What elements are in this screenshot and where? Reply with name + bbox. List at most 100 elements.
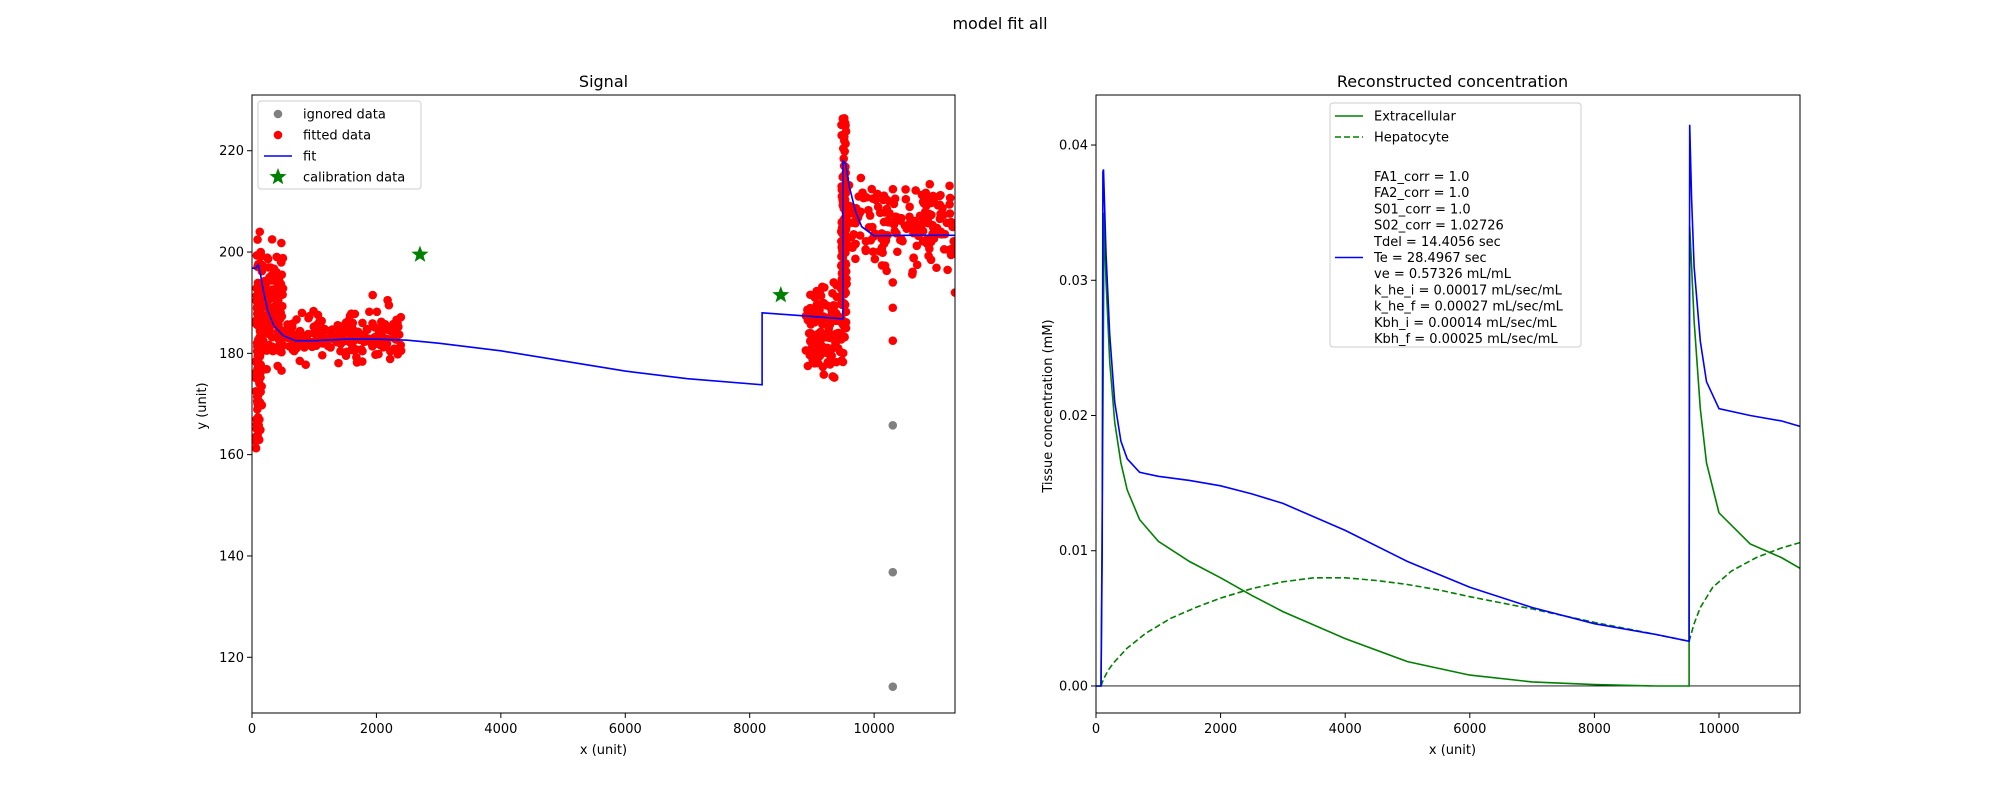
fitted-data-point <box>827 351 837 361</box>
calibration-star <box>411 245 429 262</box>
fitted-data-point <box>888 303 898 313</box>
fitted-data-point <box>384 300 394 310</box>
x-tick-label: 8000 <box>733 722 766 737</box>
y-tick-label: 200 <box>219 246 244 261</box>
legend-label: ignored data <box>303 108 386 123</box>
fitted-data-point <box>943 265 952 275</box>
x-tick-label: 0 <box>1092 722 1100 737</box>
fitted-data-point <box>810 359 819 368</box>
fitted-data-point <box>912 260 922 270</box>
fitted-data-point <box>380 319 390 329</box>
fitted-data-point <box>884 197 894 206</box>
fitted-data-point <box>880 261 890 270</box>
fitted-data-point <box>826 345 835 354</box>
fitted-data-point <box>253 399 262 409</box>
fitted-data-point <box>829 300 838 310</box>
fitted-data-point <box>841 121 850 130</box>
y-tick-label: 0.00 <box>1059 679 1088 694</box>
fitted-data-point <box>896 234 906 244</box>
fitted-data-point <box>888 184 898 194</box>
fitted-data-point <box>837 330 846 340</box>
fitted-data-point <box>277 238 286 248</box>
fitted-data-point <box>883 216 893 225</box>
fitted-data-point <box>810 293 820 302</box>
y-tick-label: 0.01 <box>1059 544 1088 559</box>
fitted-data-point <box>336 346 345 356</box>
fitted-data-point <box>819 370 829 379</box>
fitted-data-point <box>939 210 948 220</box>
fitted-data-point <box>263 254 273 264</box>
x-tick-label: 2000 <box>360 722 393 737</box>
fitted-data-point <box>266 293 275 303</box>
legend-marker <box>269 168 287 185</box>
fitted-data-point <box>917 190 927 200</box>
fitted-data-point <box>301 333 311 342</box>
fitted-data-point <box>273 297 282 307</box>
fitted-data-point <box>806 328 815 338</box>
fitted-data-point <box>842 243 852 252</box>
calibration-star <box>772 286 790 303</box>
legend-marker <box>273 109 283 119</box>
fitted-data-point <box>372 307 382 317</box>
fitted-data-point <box>813 344 823 354</box>
fitted-data-point <box>861 246 871 256</box>
fitted-data-point <box>267 235 277 244</box>
signal-legend-box <box>257 100 422 190</box>
fitted-data-point <box>868 247 878 257</box>
fitted-data-point <box>890 217 899 226</box>
fitted-data-point <box>253 413 263 422</box>
legend-label: Hepatocyte <box>1374 131 1449 146</box>
fitted-data-point <box>803 361 813 371</box>
legend-param-line: ve = 0.57326 mL/mL <box>1374 267 1512 282</box>
fitted-data-point <box>273 288 282 298</box>
fitted-data-point <box>856 173 866 183</box>
legend-label: fit <box>303 150 316 165</box>
fitted-data-point <box>837 275 847 284</box>
fitted-data-point <box>855 231 865 240</box>
legend-param-line: FA2_corr = 1.0 <box>1374 186 1469 201</box>
fitted-data-point <box>925 244 934 254</box>
fitted-data-point <box>358 318 367 328</box>
signal-chart: Signal x (unit) y (unit) 0 2000 4000 6000 80… <box>195 72 956 758</box>
y-tick-label: 140 <box>219 549 244 564</box>
fitted-data-point <box>945 209 955 218</box>
fitted-data-point <box>945 200 954 209</box>
legend-param-line: k_he_i = 0.00017 mL/sec/mL <box>1374 283 1563 298</box>
fitted-data-point <box>370 332 379 342</box>
fitted-data-point <box>932 263 941 273</box>
fitted-data-point <box>818 331 827 340</box>
fitted-data-point <box>861 236 871 246</box>
x-tick-label: 8000 <box>1578 722 1611 737</box>
fitted-data-point <box>868 222 877 232</box>
fitted-data-point <box>317 350 327 360</box>
fitted-data-point <box>840 323 849 332</box>
fitted-data-point <box>345 311 355 321</box>
fitted-data-point <box>925 179 935 189</box>
fitted-data-point <box>252 443 261 453</box>
fitted-data-point <box>371 349 381 359</box>
y-tick-label: 0.04 <box>1059 139 1088 154</box>
fitted-data-point <box>893 247 902 257</box>
plot-marks-group <box>252 113 955 691</box>
fitted-data-point <box>253 374 262 384</box>
fitted-data-point <box>253 235 262 244</box>
fitted-data-point <box>922 213 932 223</box>
legend-label: Extracellular <box>1374 110 1457 125</box>
fitted-data-point <box>255 227 265 237</box>
fitted-data-point <box>888 336 898 345</box>
fitted-data-point <box>272 267 281 277</box>
y-tick-label: 180 <box>219 347 244 362</box>
fitted-data-point <box>265 326 274 336</box>
fitted-data-point <box>940 229 950 239</box>
fitted-data-point <box>379 334 389 343</box>
fitted-data-point <box>873 189 882 199</box>
fitted-data-point <box>839 154 849 163</box>
fitted-data-point <box>902 224 911 234</box>
fitted-data-point <box>839 299 849 308</box>
concentration-chart-title: Reconstructed concentration <box>1337 72 1568 91</box>
fitted-data-point <box>305 311 314 321</box>
fitted-data-point <box>840 147 849 156</box>
fitted-data-point <box>912 241 922 251</box>
fitted-data-point <box>949 236 955 246</box>
